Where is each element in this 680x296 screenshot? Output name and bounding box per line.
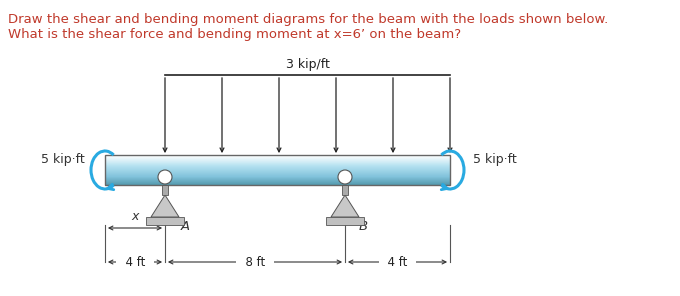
Bar [105, 159, 450, 160]
Bar [105, 170, 450, 171]
Bar [105, 184, 450, 186]
Bar [105, 169, 450, 170]
Bar [105, 179, 450, 180]
Bar [105, 172, 450, 173]
Bar [105, 181, 450, 183]
Bar [105, 162, 450, 163]
Bar [146, 217, 184, 225]
Bar [105, 173, 450, 175]
Bar [105, 155, 450, 157]
Bar [105, 176, 450, 178]
Bar [105, 171, 450, 173]
Bar [105, 161, 450, 162]
Bar [105, 158, 450, 159]
Bar [105, 157, 450, 158]
Bar [105, 170, 450, 171]
Bar [105, 165, 450, 166]
Bar [105, 173, 450, 174]
Bar [105, 180, 450, 181]
Polygon shape [151, 195, 179, 217]
Bar [105, 158, 450, 160]
Text: Draw the shear and bending moment diagrams for the beam with the loads shown bel: Draw the shear and bending moment diagra… [8, 13, 608, 26]
Bar [105, 184, 450, 185]
Bar [105, 166, 450, 168]
Bar [342, 185, 348, 195]
Bar [105, 176, 450, 177]
Text: A: A [181, 221, 190, 234]
Bar [105, 171, 450, 172]
Text: 8 ft: 8 ft [237, 255, 273, 268]
Text: B: B [359, 221, 368, 234]
Bar [105, 160, 450, 161]
Bar [105, 175, 450, 176]
Bar [105, 178, 450, 179]
Bar [105, 179, 450, 181]
Bar [105, 175, 450, 176]
Circle shape [158, 170, 172, 184]
Circle shape [338, 170, 352, 184]
Text: x: x [131, 210, 139, 223]
Bar [105, 163, 450, 164]
Bar [105, 157, 450, 158]
Bar [105, 183, 450, 184]
Bar [105, 160, 450, 162]
Bar [105, 177, 450, 178]
Text: 5 kip·ft: 5 kip·ft [473, 154, 517, 166]
Polygon shape [331, 195, 359, 217]
Text: 4 ft: 4 ft [380, 255, 415, 268]
Text: 4 ft: 4 ft [118, 255, 152, 268]
Bar [105, 168, 450, 170]
Bar [105, 162, 450, 163]
Bar [162, 185, 168, 195]
Bar [105, 167, 450, 168]
Bar [105, 155, 450, 185]
Bar [105, 166, 450, 167]
Bar [105, 183, 450, 184]
Bar [105, 156, 450, 157]
Bar [105, 165, 450, 166]
Bar [105, 155, 450, 156]
Bar [105, 178, 450, 179]
Text: 3 kip/ft: 3 kip/ft [286, 58, 329, 71]
Bar [105, 181, 450, 182]
Bar [105, 182, 450, 183]
Text: What is the shear force and bending moment at x=6’ on the beam?: What is the shear force and bending mome… [8, 28, 461, 41]
Bar [105, 174, 450, 175]
Bar [105, 164, 450, 165]
Text: 5 kip·ft: 5 kip·ft [41, 154, 85, 166]
Bar [105, 168, 450, 169]
Bar [326, 217, 364, 225]
Bar [105, 163, 450, 165]
